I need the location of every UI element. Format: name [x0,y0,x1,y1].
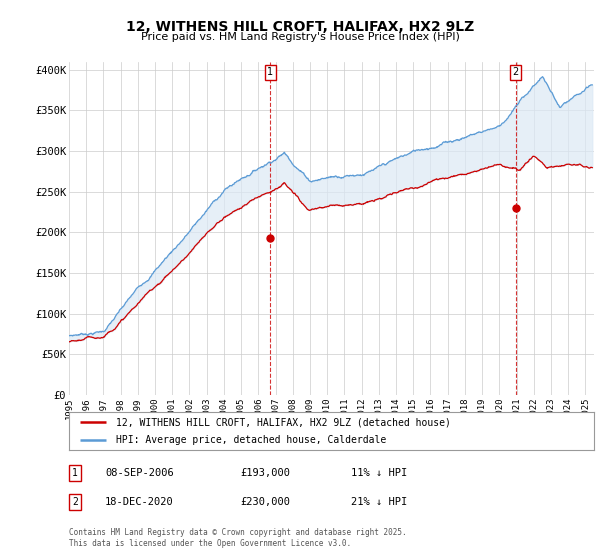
Text: 12, WITHENS HILL CROFT, HALIFAX, HX2 9LZ: 12, WITHENS HILL CROFT, HALIFAX, HX2 9LZ [126,20,474,34]
Text: 2: 2 [72,497,78,507]
Text: 18-DEC-2020: 18-DEC-2020 [105,497,174,507]
Text: Contains HM Land Registry data © Crown copyright and database right 2025.
This d: Contains HM Land Registry data © Crown c… [69,528,407,548]
Text: £193,000: £193,000 [240,468,290,478]
Text: 1: 1 [267,67,273,77]
Text: 21% ↓ HPI: 21% ↓ HPI [351,497,407,507]
Text: 12, WITHENS HILL CROFT, HALIFAX, HX2 9LZ (detached house): 12, WITHENS HILL CROFT, HALIFAX, HX2 9LZ… [116,417,451,427]
Text: Price paid vs. HM Land Registry's House Price Index (HPI): Price paid vs. HM Land Registry's House … [140,32,460,43]
Text: 08-SEP-2006: 08-SEP-2006 [105,468,174,478]
Text: HPI: Average price, detached house, Calderdale: HPI: Average price, detached house, Cald… [116,435,386,445]
Text: 1: 1 [72,468,78,478]
Text: 11% ↓ HPI: 11% ↓ HPI [351,468,407,478]
Text: £230,000: £230,000 [240,497,290,507]
Text: 2: 2 [513,67,519,77]
